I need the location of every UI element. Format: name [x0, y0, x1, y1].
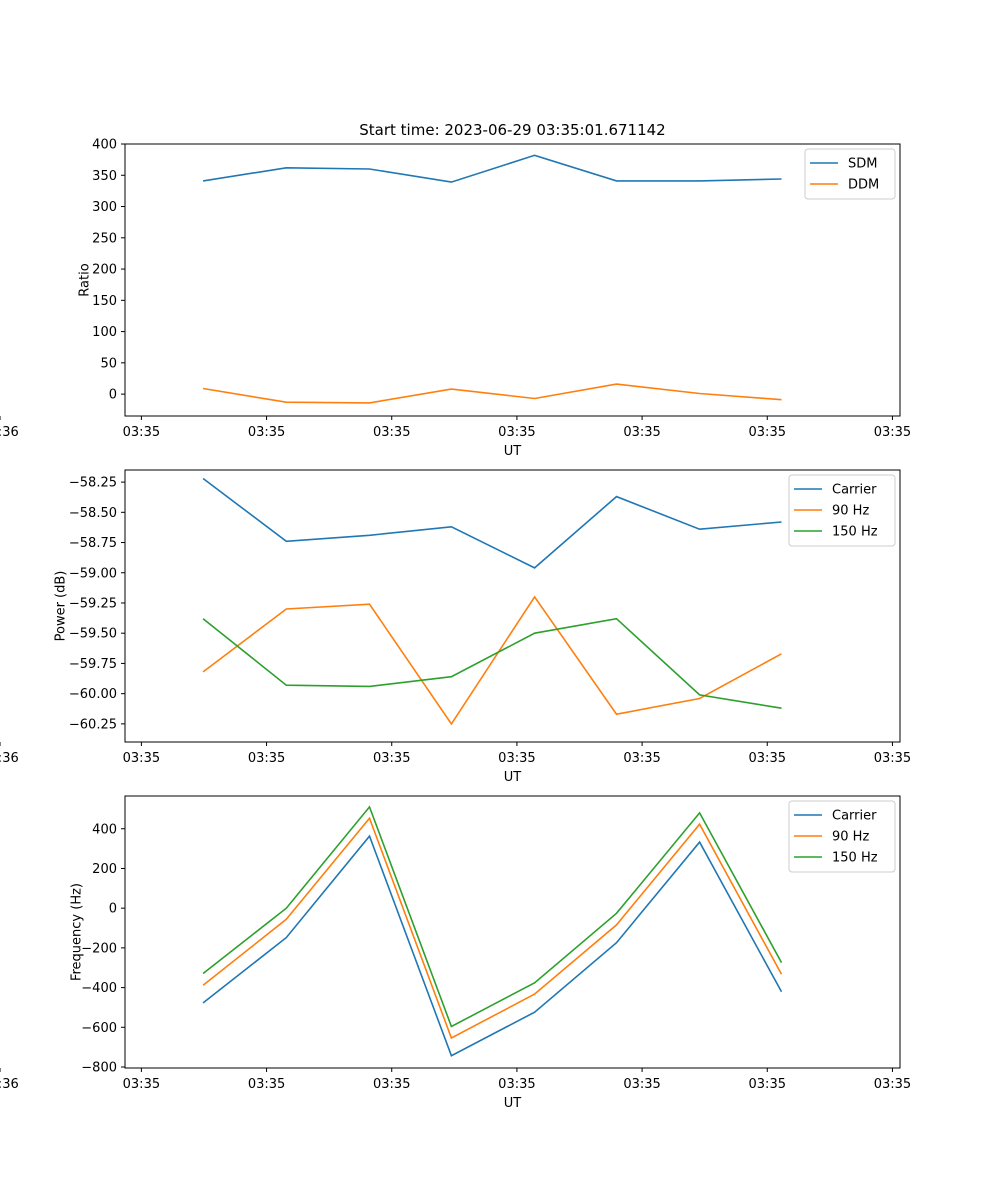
series-line-carrier [202, 477, 782, 569]
y-tick-label: 200 [92, 263, 117, 278]
legend-label: 90 Hz [832, 830, 869, 845]
y-tick-label: −59.00 [69, 566, 117, 581]
legend-label: 150 Hz [832, 525, 878, 540]
x-tick-label: 03:35 [749, 425, 786, 440]
y-tick-label: −800 [81, 1061, 117, 1076]
x-tick-label: 03:35 [123, 1077, 160, 1092]
legend-label: SDM [848, 157, 877, 172]
subplot-2: 03:35 03:35 03:35 03:35 03:35 03:35 03:35 03:36… [0, 469, 911, 785]
series-line-150-hz [202, 617, 782, 709]
subplot-3: 03:35 03:35 03:35 03:35 03:35 03:35 03:35 03:36… [0, 795, 911, 1111]
x-tick-label: 03:35 [248, 751, 285, 766]
x-tick-label: 03:35 [123, 751, 160, 766]
plots-container: 03:35 03:35 03:35 03:35 03:35 03:35 03:35 03:36… [0, 138, 911, 1111]
series-line-ddm [202, 383, 782, 404]
x-tick-label: 03:35 [623, 1077, 660, 1092]
axes-frame [124, 143, 901, 417]
x-tick-label: 03:35 [874, 425, 911, 440]
y-tick-label: 200 [92, 862, 117, 877]
y-axis-label: Ratio [78, 263, 93, 296]
series-line-90-hz [202, 816, 783, 1040]
y-tick-label: 350 [92, 169, 117, 184]
legend-box [788, 474, 896, 547]
y-tick-label: 0 [109, 902, 117, 917]
x-tick-label: 03:35 [373, 425, 410, 440]
y-tick-label: −59.50 [69, 627, 117, 642]
figure-title: Start time: 2023-06-29 03:35:01.671142 [359, 121, 665, 139]
legend-label: Carrier [832, 483, 877, 498]
y-tick-label: −60.00 [69, 687, 117, 702]
x-axis-label: UT [504, 444, 522, 459]
series-line-carrier [202, 834, 783, 1057]
legend-label: DDM [848, 178, 879, 193]
x-tick-label: 03:36 [0, 751, 19, 766]
y-tick-label: 300 [92, 200, 117, 215]
axes-frame [124, 469, 901, 743]
axes-frame [124, 795, 901, 1069]
series-line-sdm [202, 154, 782, 183]
subplot-1: 03:35 03:35 03:35 03:35 03:35 03:35 03:35 03:36… [0, 138, 911, 459]
y-tick-label: −58.50 [69, 506, 117, 521]
series-line-90-hz [202, 595, 782, 726]
x-tick-label: 03:35 [749, 751, 786, 766]
x-tick-label: 03:35 [874, 1077, 911, 1092]
x-axis-label: UT [504, 1096, 522, 1111]
x-tick-label: 03:35 [248, 1077, 285, 1092]
y-tick-label: 50 [100, 356, 117, 371]
y-tick-label: −600 [81, 1021, 117, 1036]
legend-label: Carrier [832, 809, 877, 824]
y-tick-label: −58.75 [69, 536, 117, 551]
x-tick-label: 03:36 [0, 425, 19, 440]
y-tick-label: −59.25 [69, 596, 117, 611]
legend-label: 150 Hz [832, 851, 878, 866]
legend-box [788, 800, 896, 873]
y-tick-label: −58.25 [69, 476, 117, 491]
x-tick-label: 03:35 [749, 1077, 786, 1092]
y-axis-label: Power (dB) [53, 571, 68, 642]
y-tick-label: −60.25 [69, 717, 117, 732]
x-tick-label: 03:36 [0, 1077, 19, 1092]
y-tick-label: 400 [92, 138, 117, 153]
y-tick-label: 150 [92, 294, 117, 309]
y-tick-label: 0 [109, 388, 117, 403]
y-tick-label: −400 [81, 981, 117, 996]
legend-box [804, 148, 896, 200]
series-line-150-hz [202, 805, 783, 1028]
x-tick-label: 03:35 [623, 425, 660, 440]
x-tick-label: 03:35 [373, 1077, 410, 1092]
x-tick-label: 03:35 [498, 425, 535, 440]
y-axis-label: Frequency (Hz) [70, 883, 85, 981]
x-tick-label: 03:35 [874, 751, 911, 766]
x-tick-label: 03:35 [498, 1077, 535, 1092]
y-tick-label: −200 [81, 941, 117, 956]
x-axis-label: UT [504, 770, 522, 785]
y-tick-label: 400 [92, 822, 117, 837]
x-tick-label: 03:35 [498, 751, 535, 766]
x-tick-label: 03:35 [123, 425, 160, 440]
y-tick-label: −59.75 [69, 657, 117, 672]
x-tick-label: 03:35 [373, 751, 410, 766]
legend-label: 90 Hz [832, 504, 869, 519]
y-tick-label: 250 [92, 231, 117, 246]
x-tick-label: 03:35 [623, 751, 660, 766]
x-tick-label: 03:35 [248, 425, 285, 440]
y-tick-label: 100 [92, 325, 117, 340]
